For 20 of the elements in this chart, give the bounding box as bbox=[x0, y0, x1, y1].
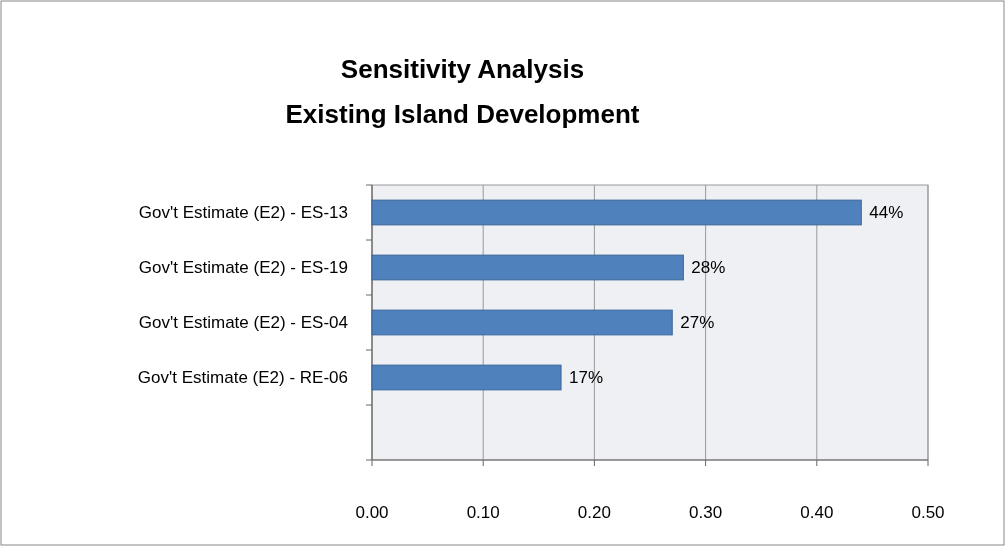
x-tick-label: 0.00 bbox=[355, 503, 389, 522]
bar bbox=[371, 199, 862, 226]
bar bbox=[371, 254, 684, 281]
data-label: 27% bbox=[680, 313, 715, 333]
x-tick-label: 0.20 bbox=[577, 503, 611, 522]
x-tick-label: 0.30 bbox=[689, 503, 723, 522]
chart-title: Sensitivity Analysis bbox=[340, 54, 585, 84]
y-tick-label: Gov't Estimate (E2) - ES-13 bbox=[138, 203, 348, 223]
bar bbox=[371, 309, 673, 336]
y-tick-label: Gov't Estimate (E2) - ES-19 bbox=[138, 258, 348, 278]
x-tick-label: 0.50 bbox=[911, 503, 945, 522]
data-label: 17% bbox=[569, 368, 604, 388]
y-tick-label: Gov't Estimate (E2) - RE-06 bbox=[137, 368, 348, 388]
bar bbox=[371, 364, 562, 391]
x-tick-label: 0.10 bbox=[466, 503, 500, 522]
chart-subtitle: Existing Island Development bbox=[285, 99, 640, 129]
x-tick-label: 0.40 bbox=[800, 503, 834, 522]
data-label: 44% bbox=[869, 203, 904, 223]
data-label: 28% bbox=[691, 258, 726, 278]
y-tick-label: Gov't Estimate (E2) - ES-04 bbox=[138, 313, 348, 333]
